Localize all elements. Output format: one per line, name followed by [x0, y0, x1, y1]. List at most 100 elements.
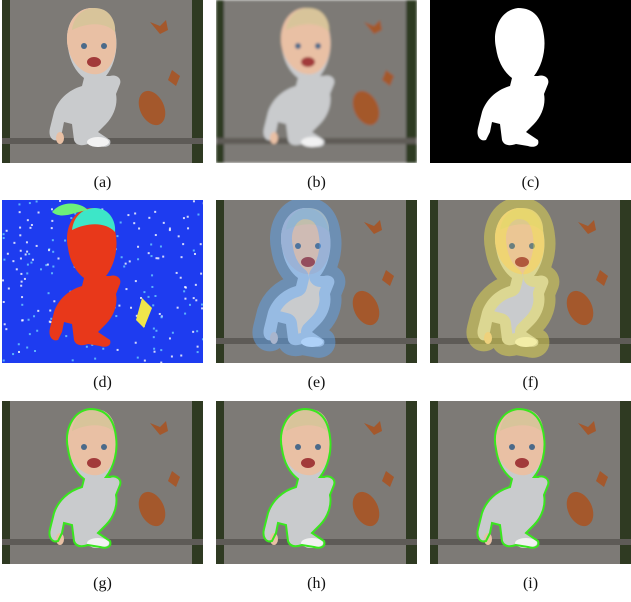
panel-f-svg [430, 200, 631, 363]
segmentation-contour [476, 407, 550, 549]
heatmap-speckle [3, 258, 6, 261]
heatmap-speckle [197, 213, 200, 216]
hand [56, 132, 64, 144]
heatmap-speckle [18, 203, 21, 206]
panel-d-image [2, 200, 203, 363]
heatmap-speckle [50, 317, 53, 320]
panel-d-svg [2, 200, 203, 363]
heatmap-speckle [17, 343, 20, 346]
heatmap-speckle [175, 271, 178, 274]
heatmap-speckle [160, 316, 163, 319]
heatmap-speckle [183, 290, 186, 293]
heatmap-speckle [138, 227, 141, 230]
child-hair [72, 409, 116, 433]
heatmap-hair [72, 208, 116, 232]
heatmap-speckle [2, 300, 5, 303]
heatmap-speckle [26, 250, 29, 253]
heatmap-speckle [34, 350, 37, 353]
panel-e-svg [216, 200, 417, 363]
leaf [566, 290, 594, 326]
heatmap-speckle [186, 215, 189, 218]
heatmap-speckle [33, 315, 36, 318]
attention-overlay [280, 208, 331, 275]
heatmap-speckle [28, 253, 31, 256]
heatmap-speckle [65, 335, 68, 338]
leaf [150, 20, 168, 34]
heatmap-speckle [35, 244, 38, 247]
panel-e-image [216, 200, 417, 363]
heatmap-speckle [180, 354, 183, 357]
heatmap-speckle [18, 211, 21, 214]
heatmap-speckle [116, 348, 119, 351]
heatmap-speckle [147, 252, 150, 255]
heatmap-speckle [154, 210, 157, 213]
grass-left [216, 200, 224, 363]
heatmap-speckle [128, 260, 131, 263]
child-hair [72, 8, 116, 32]
heatmap-speckle [40, 268, 43, 271]
leaf [364, 20, 382, 34]
panel-b-svg [216, 0, 417, 163]
caption-h: (h) [307, 575, 326, 592]
mouth [87, 458, 101, 468]
heatmap-speckle [133, 222, 136, 225]
heatmap-speckle [13, 241, 16, 244]
panel-h-svg [216, 401, 417, 564]
heatmap-speckle [162, 255, 165, 258]
heatmap-speckle [127, 214, 130, 217]
photo-group [216, 0, 417, 163]
caption-c: (c) [521, 174, 540, 191]
grass-right [406, 0, 417, 163]
caption-i: (i) [522, 575, 539, 592]
heatmap-speckle [7, 287, 10, 290]
heatmap-speckle [102, 347, 105, 350]
child-hair [286, 208, 330, 232]
grass-left [2, 401, 10, 564]
panel-a-image [2, 0, 203, 163]
heatmap-speckle [151, 274, 154, 277]
heatmap-speckle [47, 249, 50, 252]
caption-b: (b) [307, 174, 326, 191]
heatmap-speckle [177, 235, 180, 238]
eye [529, 444, 535, 450]
heatmap-speckle [46, 263, 49, 266]
child-hair [286, 8, 330, 32]
leaf [150, 421, 168, 435]
heatmap-speckle [140, 296, 143, 299]
heatmap-speckle [12, 353, 15, 356]
heatmap-speckle [130, 306, 133, 309]
leaf [138, 90, 166, 126]
heatmap-speckle [184, 297, 187, 300]
heatmap-speckle [200, 272, 203, 275]
eye [101, 43, 107, 49]
mouth [301, 57, 315, 67]
heatmap-speckle [24, 253, 27, 256]
shoe [515, 337, 537, 347]
heatmap-leaf-region [136, 298, 152, 328]
leaf [352, 491, 380, 527]
heatmap-speckle [49, 309, 52, 312]
heatmap-speckle [194, 283, 197, 286]
panel-b-image [216, 0, 417, 163]
heatmap-speckle [26, 272, 29, 275]
photo-group [2, 0, 203, 163]
caption-d: (d) [93, 374, 112, 391]
heatmap-speckle [162, 221, 165, 224]
heatmap-speckle [21, 319, 24, 322]
mask-foreground [477, 8, 549, 147]
leaf [364, 220, 382, 234]
heatmap-speckle [192, 330, 195, 333]
heatmap-speckle [160, 361, 163, 363]
heatmap-speckle [30, 261, 33, 264]
heatmap-speckle [2, 237, 5, 240]
eye [81, 43, 87, 49]
eye [315, 444, 321, 450]
attention-overlay [252, 200, 346, 358]
leaf [382, 70, 394, 86]
grass-left [430, 401, 438, 564]
child-hair [500, 409, 544, 433]
leaf [138, 491, 166, 527]
leaf [352, 90, 380, 126]
heatmap-speckle [28, 202, 31, 205]
heatmap-speckle [20, 284, 23, 287]
